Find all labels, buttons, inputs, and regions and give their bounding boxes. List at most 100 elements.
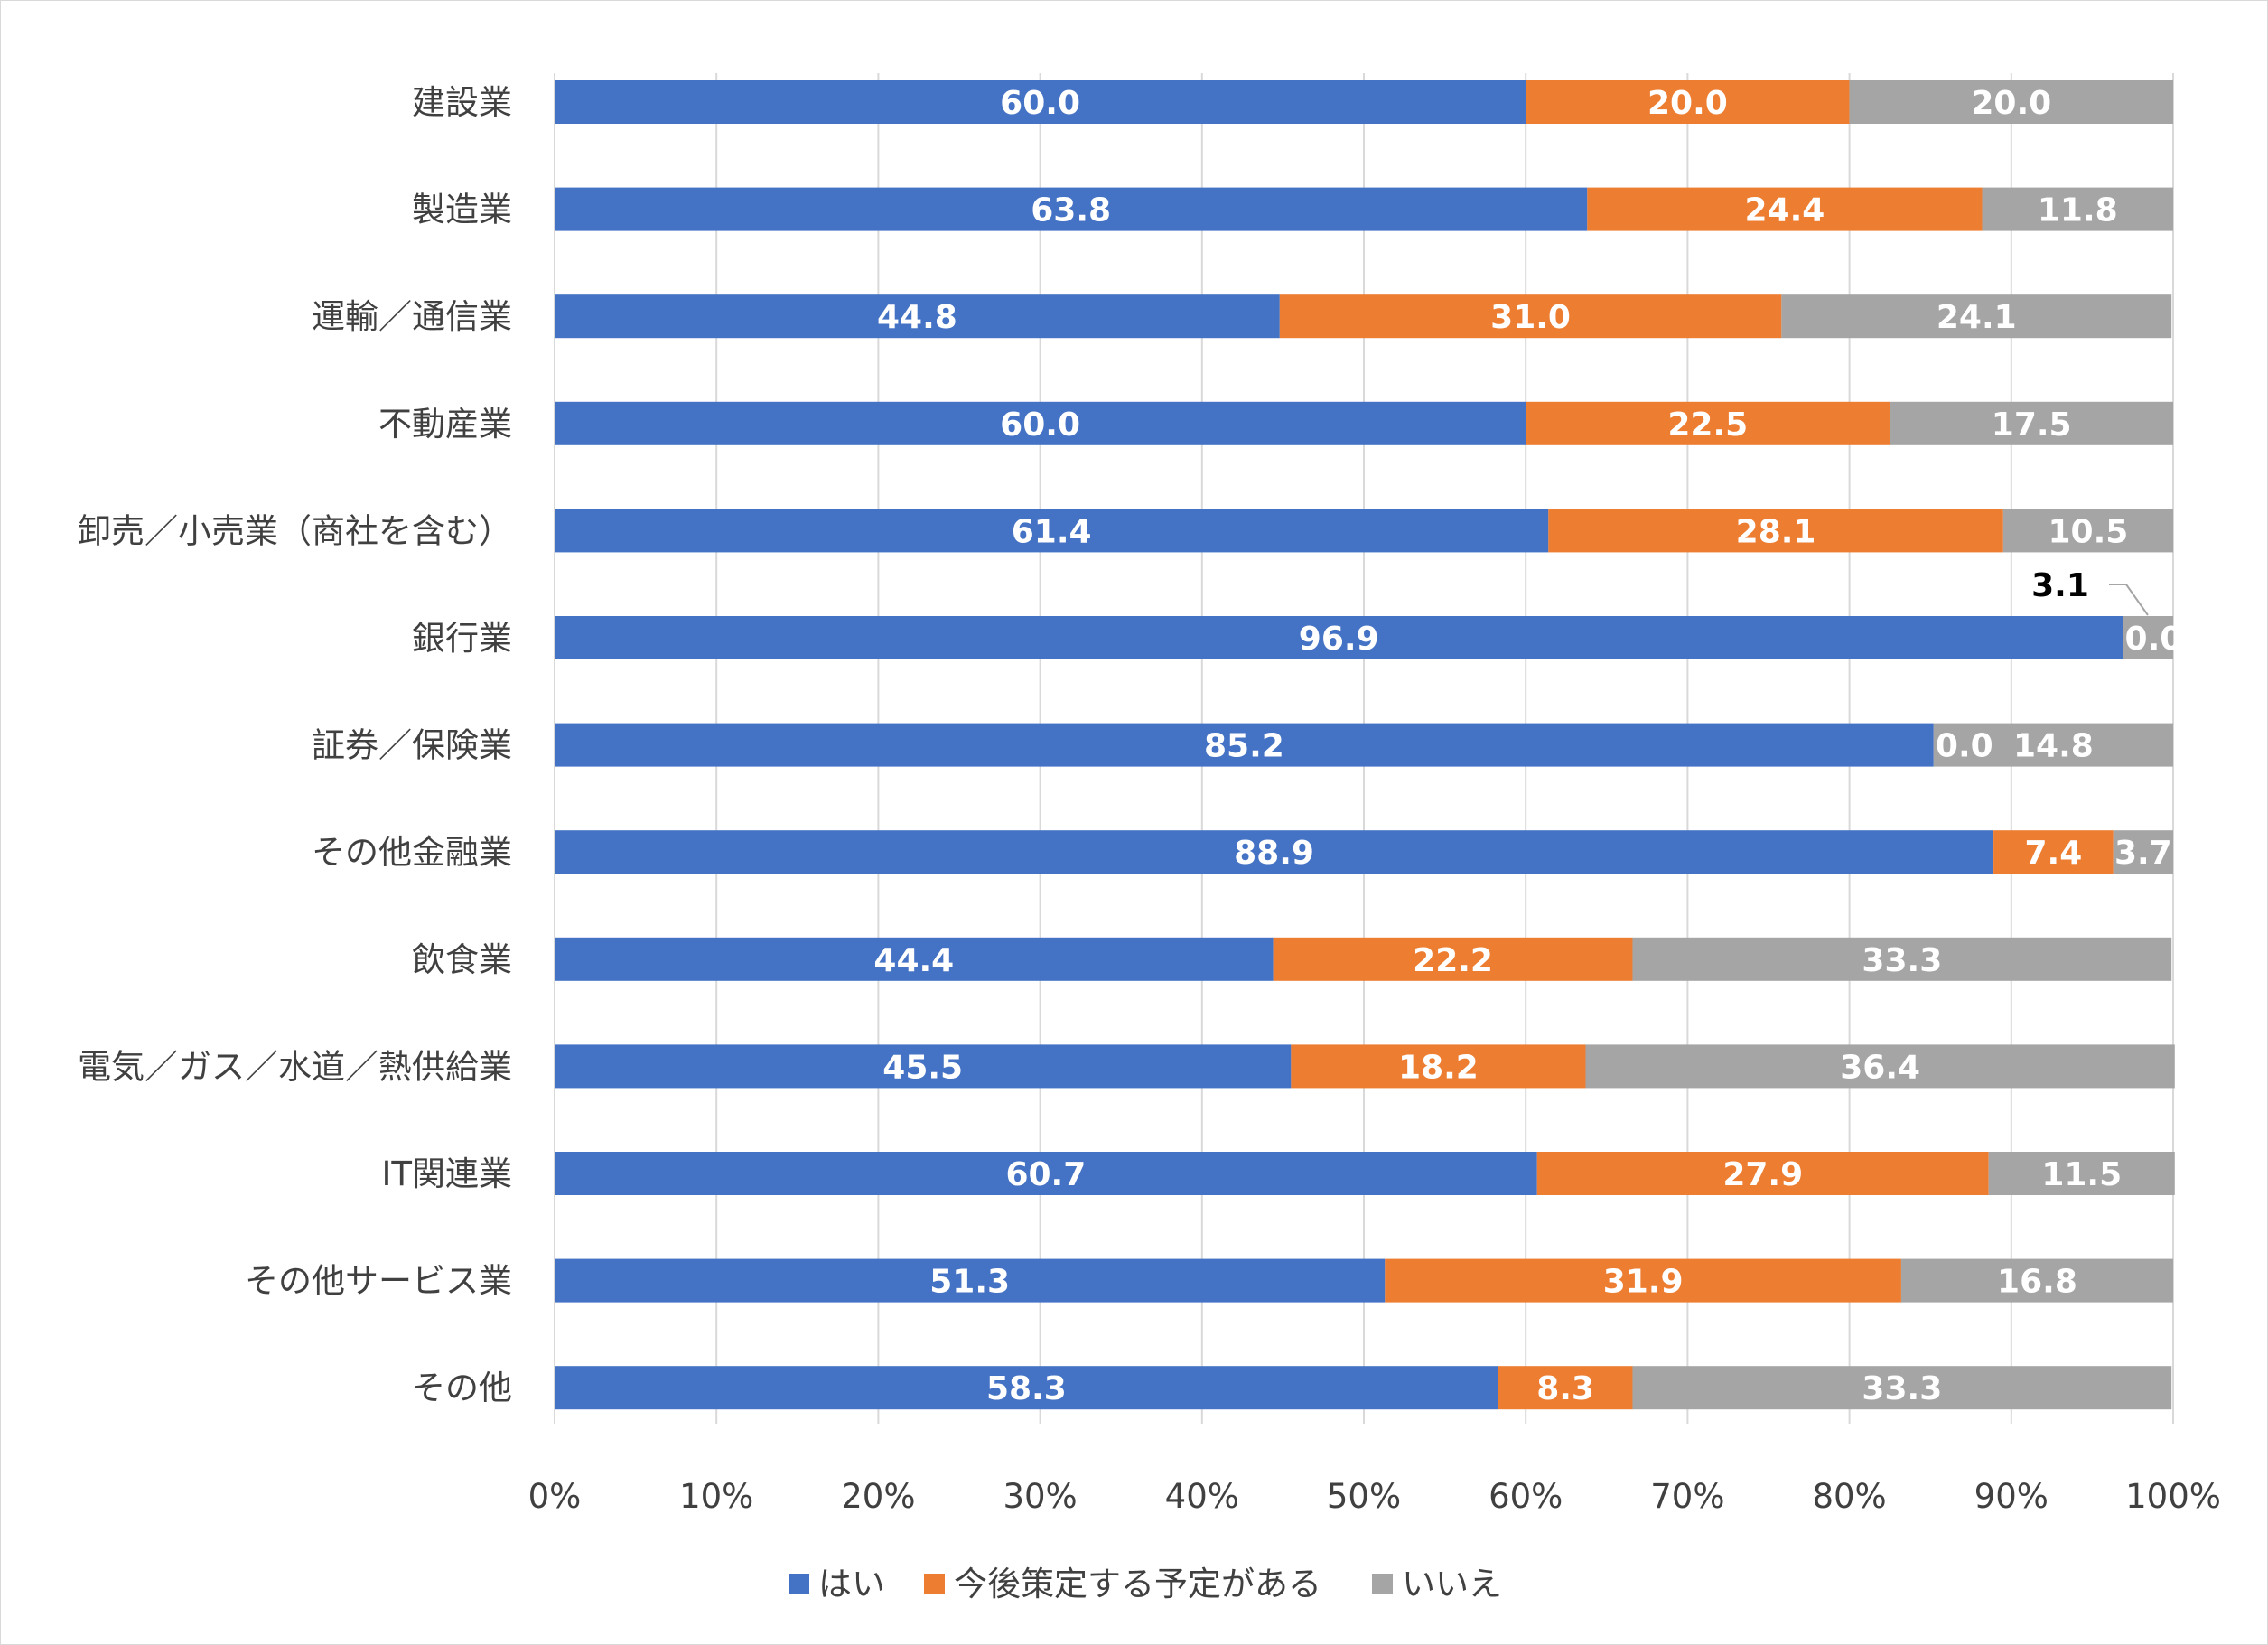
category-label: 製造業 <box>412 191 512 229</box>
bar-segment <box>1587 187 1983 231</box>
data-label: 51.3 <box>929 1264 1010 1301</box>
data-label: 14.8 <box>2013 728 2094 765</box>
x-tick-label: 20% <box>841 1477 915 1516</box>
bar-segment <box>555 509 1549 553</box>
bar-segment <box>1982 187 2173 231</box>
data-label: 3.1 <box>2031 567 2089 604</box>
data-label: 36.4 <box>1840 1049 1920 1086</box>
bar-segment <box>1526 80 1850 124</box>
data-label: 24.4 <box>1745 192 1825 229</box>
bar-segment <box>555 616 2123 659</box>
legend-label: いいえ <box>1402 1565 1502 1603</box>
bar-segment <box>1900 1258 2173 1303</box>
category-label: その他金融業 <box>312 833 512 872</box>
data-label: 88.9 <box>1234 835 1314 872</box>
bar-segment <box>555 937 1274 981</box>
category-label: その他サービス業 <box>245 1262 512 1301</box>
category-label: 卸売／小売業（商社を含む） <box>78 511 512 550</box>
data-label: 10.5 <box>2049 513 2129 550</box>
data-label: 8.3 <box>1536 1370 1594 1407</box>
bar-segment <box>1385 1258 1901 1303</box>
data-label: 45.5 <box>882 1049 963 1086</box>
x-tick-label: 40% <box>1165 1477 1239 1516</box>
bar-segment <box>555 80 1526 124</box>
category-label: 建設業 <box>412 83 512 122</box>
bar-segment <box>1890 401 2173 445</box>
bar-segment <box>1849 80 2173 124</box>
legend-swatch <box>1372 1574 1393 1594</box>
data-label: 18.2 <box>1398 1049 1479 1086</box>
data-label: 22.2 <box>1413 942 1493 979</box>
bar-segment <box>555 1152 1537 1195</box>
bar-segment <box>1933 723 2173 767</box>
data-label: 27.9 <box>1722 1156 1803 1193</box>
data-label: 33.3 <box>1862 942 1942 979</box>
bar-segment <box>555 1366 1498 1410</box>
data-label: 7.4 <box>2025 835 2083 872</box>
data-label: 20.0 <box>1647 85 1728 122</box>
bar-segment <box>1526 401 1890 445</box>
x-tick-label: 30% <box>1003 1477 1077 1516</box>
data-label: 96.9 <box>1299 621 1379 658</box>
category-label: 運輸／通信業 <box>312 297 512 336</box>
data-label: 44.8 <box>877 299 957 336</box>
legend-label: 今後策定する予定がある <box>954 1565 1321 1603</box>
bar-segment <box>2002 509 2173 553</box>
bar-segment <box>555 401 1526 445</box>
data-label: 20.0 <box>1971 85 2051 122</box>
category-label: 証券／保険業 <box>312 726 512 765</box>
x-tick-label: 0% <box>528 1477 582 1516</box>
x-tick-label: 10% <box>679 1477 753 1516</box>
data-label: 22.5 <box>1667 407 1748 444</box>
x-tick-label: 50% <box>1327 1477 1401 1516</box>
data-label: 0.0 <box>1936 728 1993 765</box>
category-label: 銀行業 <box>412 619 512 658</box>
bar-segment <box>555 1044 1292 1089</box>
x-tick-label: 90% <box>1974 1477 2049 1516</box>
data-label: 28.1 <box>1736 513 1816 550</box>
bar-segment <box>1781 294 2172 339</box>
bar-segment <box>1993 830 2114 874</box>
bar-segment <box>555 294 1280 339</box>
bar-segment <box>1498 1366 1633 1410</box>
category-label: その他 <box>412 1369 512 1407</box>
x-tick-label: 70% <box>1650 1477 1724 1516</box>
category-label: 不動産業 <box>378 405 512 444</box>
data-labels: 60.0 20.0 20.0 63.8 24.4 11.8 44.8 31.0 24.1 60.0… <box>873 85 2182 1407</box>
x-tick-label: 100% <box>2125 1477 2221 1516</box>
bar-segment <box>1632 937 2172 981</box>
bars <box>555 80 2175 1410</box>
legend-label: はい <box>818 1565 885 1603</box>
data-label: 11.8 <box>2038 192 2118 229</box>
data-label: 3.7 <box>2114 835 2172 872</box>
legend-swatch <box>789 1574 809 1594</box>
category-label: 飲食業 <box>412 940 512 979</box>
bar-segment <box>555 187 1588 231</box>
bar-segment <box>1279 294 1782 339</box>
bar-segment <box>555 1258 1386 1303</box>
legend: はい 今後策定する予定がある いいえ <box>789 1565 1502 1603</box>
x-tick-label: 80% <box>1812 1477 1886 1516</box>
bar-segment <box>1536 1152 1989 1195</box>
data-label: 58.3 <box>986 1370 1067 1407</box>
category-label: 電気／ガス／水道／熱供給業 <box>78 1047 512 1086</box>
bar-segment <box>1585 1044 2175 1089</box>
bar-segment <box>2113 830 2173 874</box>
bar-segment <box>2123 616 2173 659</box>
data-label: 44.4 <box>873 942 954 979</box>
data-label: 60.0 <box>1000 85 1080 122</box>
data-label: 11.5 <box>2041 1156 2122 1193</box>
bar-segment <box>555 723 1934 767</box>
x-tick-label: 60% <box>1489 1477 1563 1516</box>
data-label: 60.7 <box>1005 1156 1086 1193</box>
data-label: 0.0 <box>2125 621 2183 658</box>
bar-segment <box>1548 509 2003 553</box>
data-label: 61.4 <box>1012 513 1092 550</box>
data-label: 63.8 <box>1031 192 1111 229</box>
bar-segment <box>1291 1044 1586 1089</box>
x-axis-ticks: 0% 10% 20% 30% 40% 50% 60% 70% 80% 90% 100% <box>528 1477 2221 1516</box>
data-label: 85.2 <box>1204 728 1284 765</box>
data-label: 17.5 <box>1992 407 2072 444</box>
